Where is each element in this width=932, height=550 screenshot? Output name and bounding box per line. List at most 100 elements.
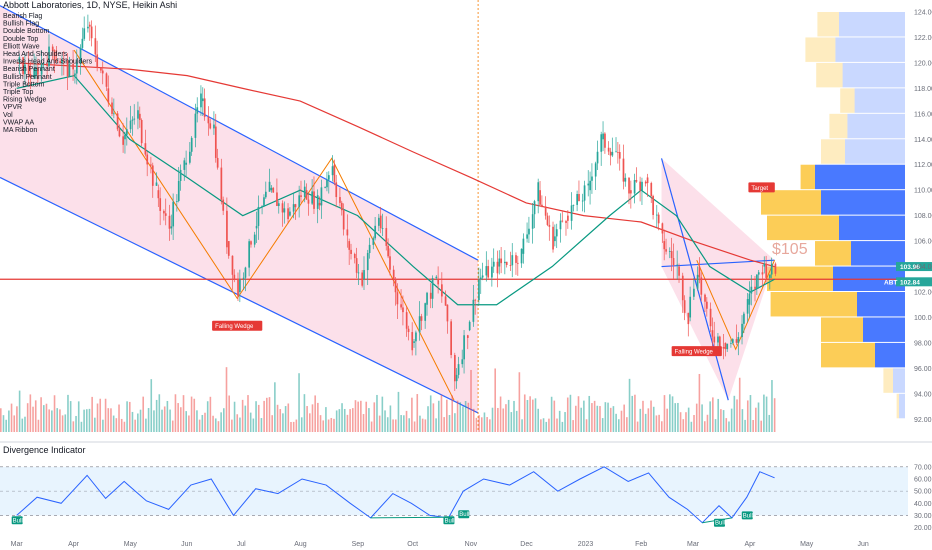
candle-body [83,28,86,39]
candle-body [441,284,443,297]
candle-body [231,255,234,275]
volume-bar [491,407,494,432]
volume-bar [335,410,338,432]
vp-bar-down [821,139,845,164]
candle-body [253,234,256,245]
volume-bar [467,402,470,432]
volume-bar [765,396,768,432]
volume-bar [236,414,239,432]
candle-body [138,113,141,121]
volume-bar [585,419,588,432]
candle-body [628,177,630,194]
x-tick-label: Oct [407,541,418,548]
candle-body [276,192,278,207]
candle-body [255,225,258,229]
bull-badge [741,511,753,520]
volume-bar [171,420,174,432]
candle-body [287,208,289,220]
candle-body [407,328,410,333]
axes-layer: 92.0094.0096.0098.00100.00102.00104.0010… [0,10,932,548]
candle-body [189,151,191,163]
vp-bar-up [893,368,905,393]
volume-bar [773,398,776,432]
y-tick-label: 116.00 [914,111,932,118]
volume-bar [583,400,585,432]
candle-body [116,113,119,130]
volume-bar [596,405,599,432]
candle-body [226,210,228,248]
volume-bar [435,418,437,432]
volume-bar [669,394,671,432]
volume-bar [72,421,75,432]
volume-bar [263,400,265,432]
volume-bar [282,413,284,432]
candle-body [498,258,501,267]
candle-body [769,274,771,278]
candle-body [27,64,30,75]
x-tick-label: Mar [687,541,700,548]
volume-bar [123,421,126,432]
volume-bar [21,418,24,432]
candle-body [342,210,345,230]
volume-bar [601,418,604,432]
candle-body [185,162,188,165]
volume-bar [575,405,577,432]
volume-bar [755,407,757,432]
candle-body [546,215,549,225]
volume-bar [537,408,539,432]
y-tick-label: 122.00 [914,35,932,42]
volume-bar [59,409,61,432]
volume-bar [462,406,464,432]
candle-body [635,180,638,182]
candle-body [520,248,523,264]
volume-bar [115,418,118,432]
volume-bar [188,415,190,432]
volume-bar [470,369,472,432]
vp-bar-up [847,113,905,139]
volume-bar [137,413,139,432]
volume-bar [212,415,214,432]
candle-body [696,274,699,289]
candle-body [693,288,695,297]
candle-body [24,64,26,75]
candle-body [220,167,223,200]
volume-bar [494,368,496,432]
y-tick-label: 102.00 [914,290,932,297]
candle-body [61,59,63,64]
candle-body [372,238,375,245]
volume-bar [370,421,373,432]
y-tick-label: 112.00 [914,162,932,169]
candle-body [633,180,636,194]
indicator-list-item: Double Top [3,36,38,43]
x-tick-label: Dec [520,541,533,548]
candle-body [517,262,519,264]
x-tick-label: Apr [744,541,756,548]
volume-bar [771,380,773,432]
candle-body [663,241,666,250]
volume-bar [725,418,728,432]
volume-bar [507,399,510,432]
vp-bar-down [840,88,855,113]
candle-body [500,258,503,264]
volume-bar [424,419,427,432]
volume-bar [193,398,196,432]
candle-body [426,292,428,305]
candle-body [454,355,456,382]
candle-body [670,251,673,259]
vp-bar-down [896,393,899,419]
volume-bar [730,408,733,432]
x-tick-label: Feb [635,541,647,548]
candle-body [492,261,495,267]
candle-body [698,266,701,278]
candle-body [756,274,758,289]
volume-bar [693,415,695,432]
volume-bar [317,402,319,432]
volume-bar [223,408,225,432]
volume-bar [459,402,462,432]
candle-body [281,203,284,213]
volume-bar [102,419,104,432]
y-tick-label: 110.00 [914,188,932,195]
volume-bar [443,417,445,432]
volume-bar [147,408,150,432]
